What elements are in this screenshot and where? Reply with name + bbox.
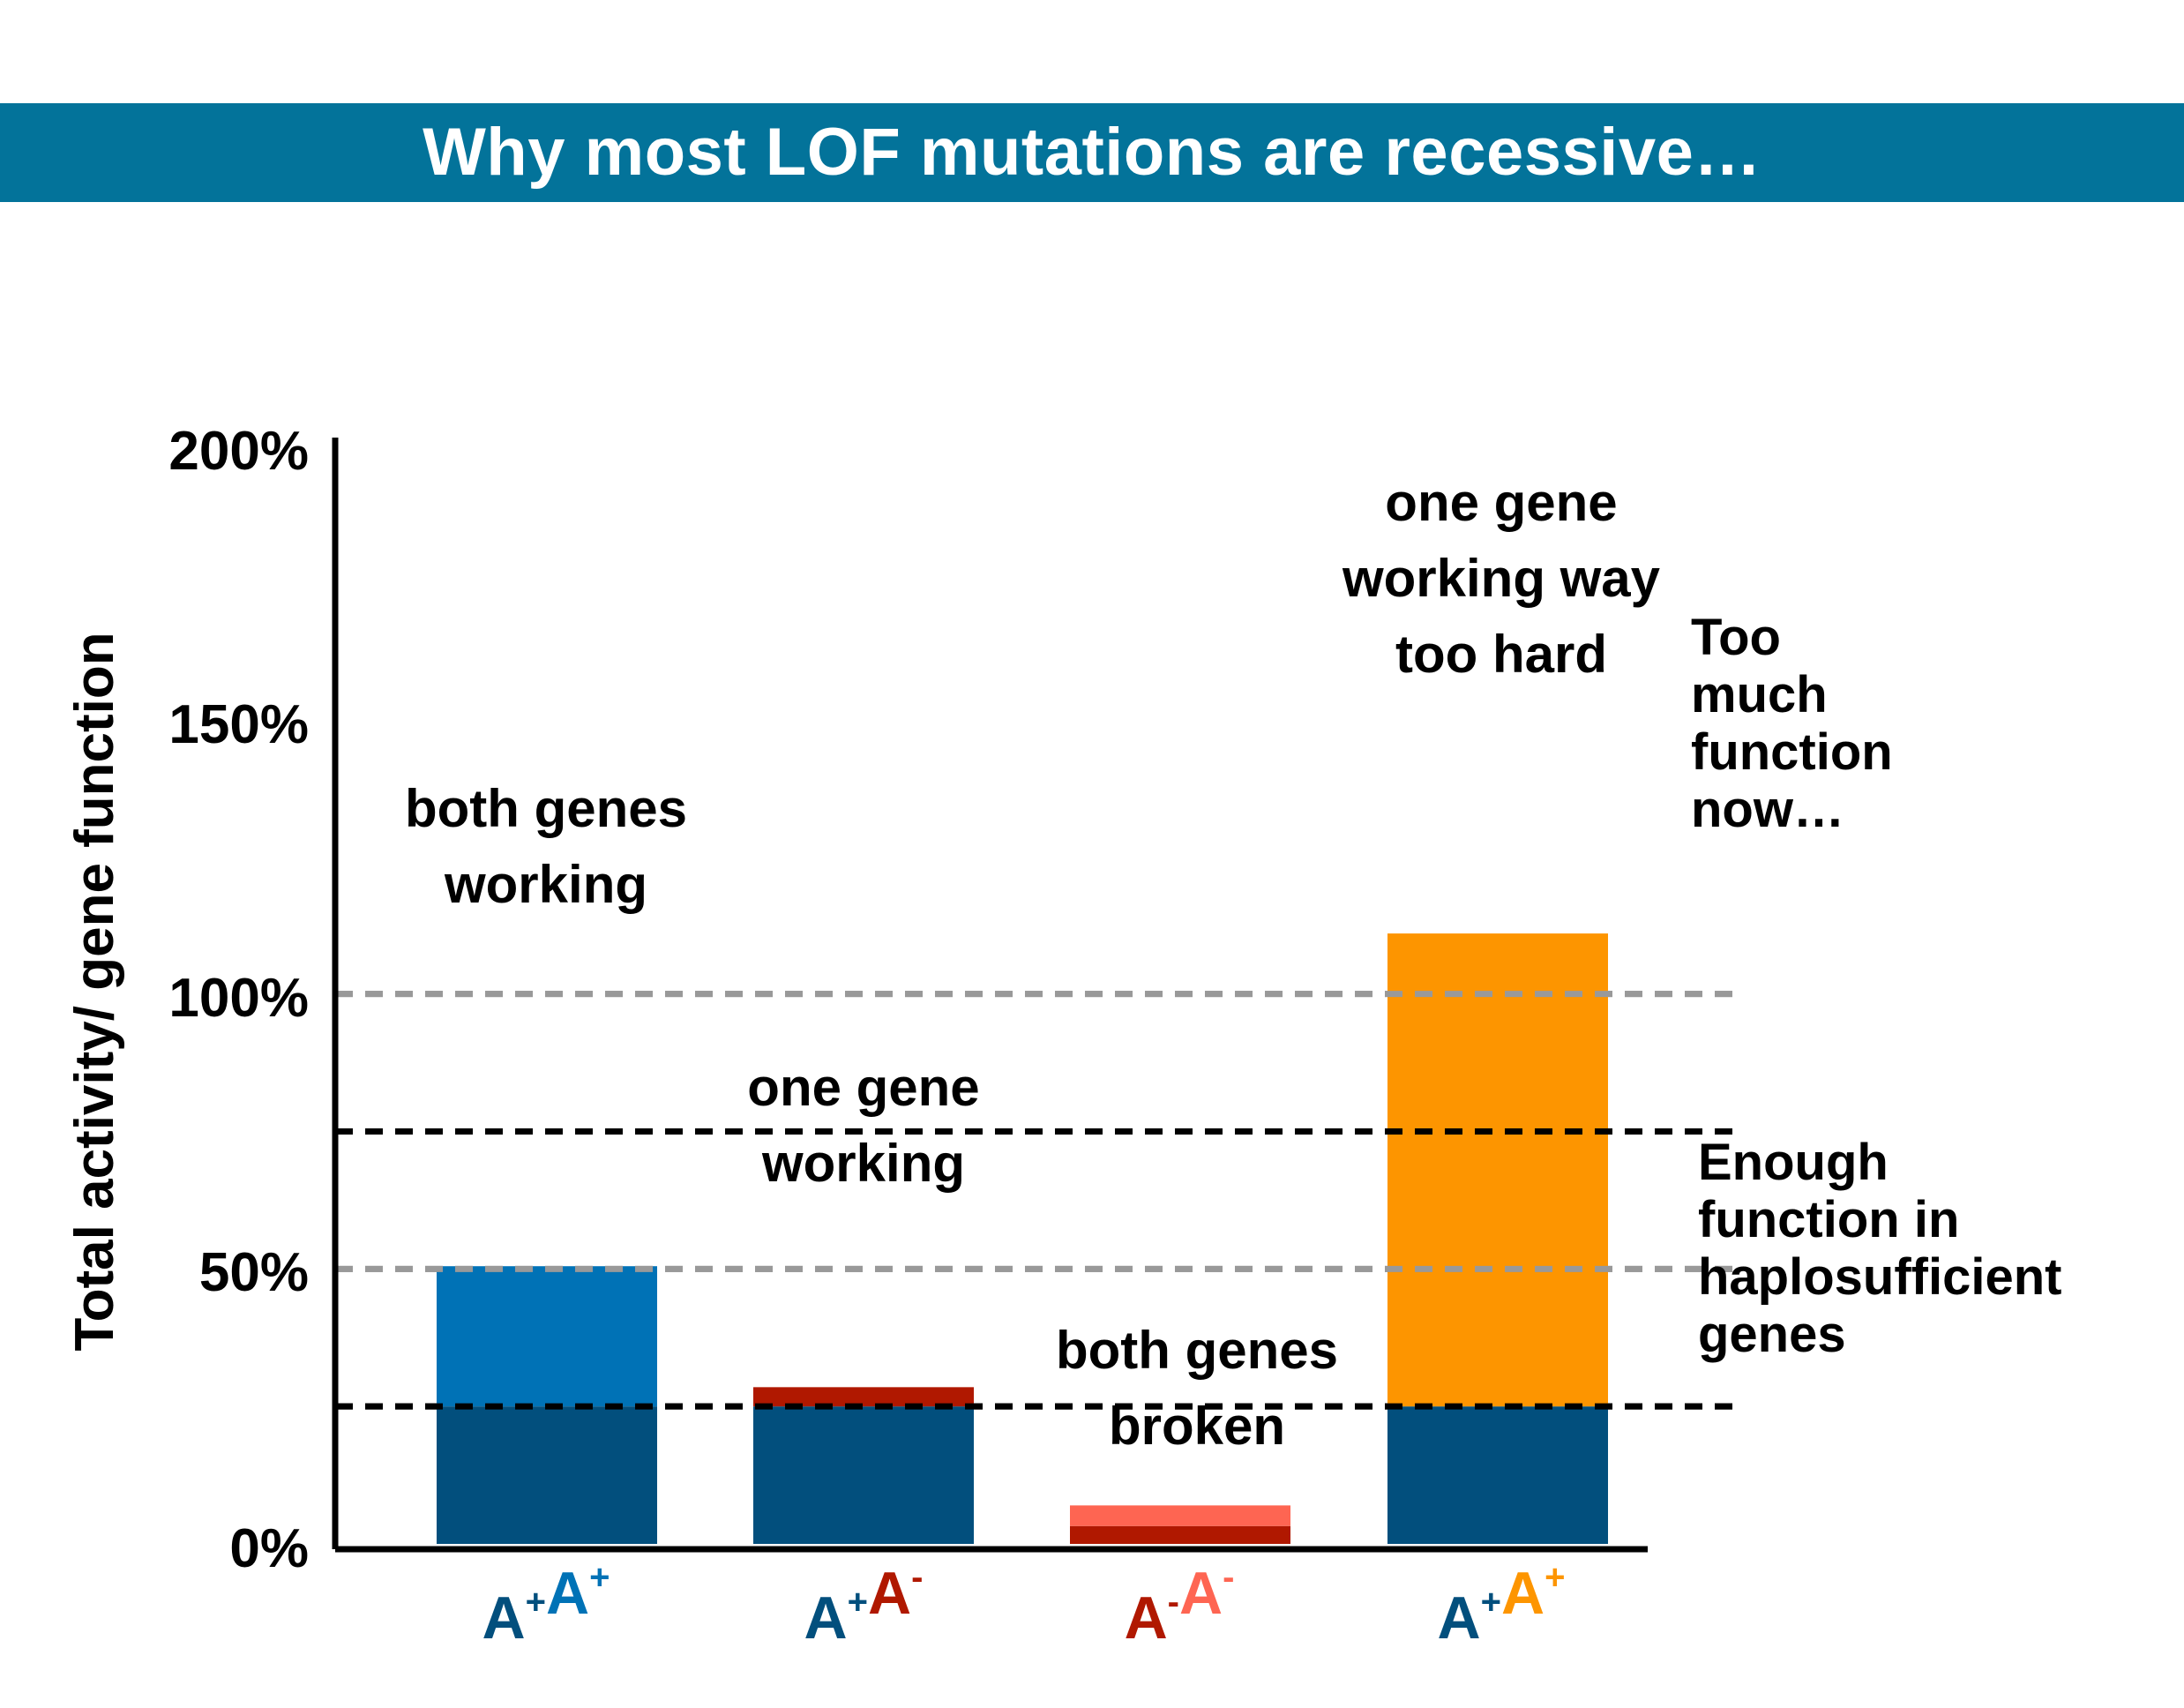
category-superscript: + bbox=[848, 1583, 868, 1622]
y-tick-label: 100% bbox=[168, 968, 309, 1029]
side-label-line: haplosufficient bbox=[1698, 1248, 2061, 1306]
side-label-line: function bbox=[1691, 723, 1893, 781]
category-label: A-A- bbox=[1125, 1558, 1235, 1652]
category-superscript: + bbox=[1545, 1558, 1565, 1597]
category-letter: A bbox=[1179, 1560, 1223, 1627]
bar-annotation-line: one gene bbox=[747, 1058, 979, 1117]
title-banner: Why most LOF mutations are recessive… bbox=[0, 103, 2184, 202]
bar-4-segment-1 bbox=[1387, 1406, 1608, 1544]
category-superscript: - bbox=[911, 1558, 923, 1597]
category-superscript: - bbox=[1168, 1583, 1179, 1622]
bar-annotation-line: working way bbox=[1342, 549, 1661, 608]
category-superscript: - bbox=[1223, 1558, 1234, 1597]
side-label-line: Enough bbox=[1698, 1134, 1889, 1191]
bar-annotation-line: both genes bbox=[1056, 1321, 1338, 1380]
bar-annotation-line: working bbox=[761, 1134, 965, 1193]
category-superscript: + bbox=[1481, 1583, 1501, 1622]
y-tick-label: 150% bbox=[168, 694, 309, 755]
side-label-line: now… bbox=[1691, 781, 1844, 838]
bar-annotation-line: broken bbox=[1109, 1397, 1285, 1456]
bar-annotation-line: both genes bbox=[405, 779, 687, 838]
y-tick-label: 50% bbox=[199, 1242, 309, 1303]
category-letter: A bbox=[868, 1560, 911, 1627]
bars-group bbox=[335, 933, 1742, 1544]
bar-annotation-line: one gene bbox=[1385, 473, 1617, 532]
category-superscript: + bbox=[589, 1558, 610, 1597]
y-tick-label: 0% bbox=[229, 1518, 309, 1579]
bar-1-segment-1 bbox=[437, 1406, 657, 1544]
axes bbox=[332, 438, 1648, 1553]
bar-4-segment-2 bbox=[1387, 933, 1608, 1407]
bar-3-segment-1 bbox=[1070, 1525, 1290, 1544]
side-label-line: much bbox=[1691, 666, 1828, 723]
bar-2-segment-1 bbox=[753, 1406, 974, 1544]
y-tick-label: 200% bbox=[168, 421, 309, 482]
bar-1-segment-2 bbox=[437, 1266, 657, 1407]
category-superscript: + bbox=[526, 1583, 546, 1622]
category-label: A+A+ bbox=[482, 1558, 610, 1652]
bar-annotations: both genes working one gene working both gen… bbox=[405, 473, 1661, 1456]
side-label-line: function in bbox=[1698, 1191, 1959, 1248]
category-labels: A+A+A+A-A-A-A+A+ bbox=[482, 1558, 1566, 1652]
category-label: A+A+ bbox=[1438, 1558, 1566, 1652]
bar-2-segment-2 bbox=[753, 1387, 974, 1407]
category-letter: A bbox=[1438, 1584, 1481, 1652]
y-tick-labels: 0% 50% 100% 150% 200% bbox=[168, 421, 309, 1579]
category-letter: A bbox=[1501, 1560, 1545, 1627]
category-letter: A bbox=[482, 1584, 526, 1652]
bar-annotation-line: too hard bbox=[1395, 625, 1607, 684]
y-axis-label: Total activity/ gene function bbox=[64, 632, 125, 1351]
category-letter: A bbox=[804, 1584, 848, 1652]
bar-3-segment-2 bbox=[1070, 1505, 1290, 1526]
category-label: A+A- bbox=[804, 1558, 924, 1652]
bar-annotation-line: working bbox=[444, 855, 647, 914]
side-label-line: Too bbox=[1691, 609, 1781, 666]
category-letter: A bbox=[546, 1560, 589, 1627]
category-letter: A bbox=[1125, 1584, 1168, 1652]
side-label-line: genes bbox=[1698, 1306, 1846, 1363]
page-title: Why most LOF mutations are recessive… bbox=[423, 115, 1761, 190]
